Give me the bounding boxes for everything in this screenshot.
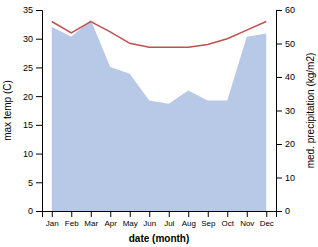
- tick-label: 0: [285, 206, 290, 216]
- tick-label: Nov: [240, 219, 254, 228]
- tick-label: Mar: [84, 219, 98, 228]
- tick-mark: [36, 125, 42, 126]
- tick-label: Dec: [260, 219, 274, 228]
- tick-mark: [36, 182, 42, 183]
- tick-label: 20: [285, 139, 295, 149]
- tick-label: Apr: [105, 219, 118, 228]
- tick: 30: [23, 34, 42, 44]
- tick: 15: [23, 120, 42, 130]
- tick-label: Jul: [164, 219, 174, 228]
- tick-label: Feb: [65, 219, 79, 228]
- tick-mark: [227, 211, 228, 217]
- tick: Jan: [46, 211, 59, 228]
- tick-label: Jan: [46, 219, 59, 228]
- tick: 35: [23, 5, 42, 15]
- tick-mark: [36, 211, 42, 212]
- tick-mark: [149, 211, 150, 217]
- tick-label: 30: [285, 106, 295, 116]
- tick-mark: [169, 211, 170, 217]
- tick-label: 20: [23, 92, 33, 102]
- axis: 0 10 20 30 40 50 60: [276, 5, 295, 216]
- tick: 30: [276, 106, 295, 116]
- axis: 0 5 10 15 20 25 30 35: [23, 5, 43, 216]
- tick-mark: [247, 211, 248, 217]
- tick-label: 15: [23, 120, 33, 130]
- tick: 0: [276, 206, 290, 216]
- tick-label: Aug: [182, 219, 196, 228]
- tick-label: 60: [285, 5, 295, 15]
- tick-label: 35: [23, 5, 33, 15]
- tick-mark: [188, 211, 189, 217]
- tick-label: Oct: [222, 219, 235, 228]
- area: [52, 20, 267, 211]
- tick-label: May: [123, 219, 138, 228]
- y-axis-title: max temp (C): [2, 80, 13, 141]
- tick-mark: [276, 77, 282, 78]
- tick-mark: [130, 211, 131, 217]
- chart: Jan Feb Mar Apr May Jun Jul Aug Sep Oct Nov Dec 0 5 10…: [0, 0, 318, 247]
- tick-mark: [208, 211, 209, 217]
- tick-mark: [276, 111, 282, 112]
- tick-mark: [36, 96, 42, 97]
- tick: 40: [276, 72, 295, 82]
- tick: 20: [276, 139, 295, 149]
- tick-mark: [71, 211, 72, 217]
- tick-label: Jun: [143, 219, 156, 228]
- axis-line: [36, 11, 43, 212]
- tick: 5: [28, 178, 42, 188]
- tick: 60: [276, 5, 295, 15]
- tick-label: 25: [23, 63, 33, 73]
- tick-mark: [36, 10, 42, 11]
- tick-mark: [36, 39, 42, 40]
- axis-line: [43, 212, 277, 218]
- tick-mark: [276, 44, 282, 45]
- tick-mark: [276, 178, 282, 179]
- tick-label: 50: [285, 39, 295, 49]
- tick-label: 10: [23, 149, 33, 159]
- tick-mark: [36, 154, 42, 155]
- axis-line: [277, 11, 283, 212]
- tick: Jul: [164, 211, 174, 228]
- tick: Sep: [201, 211, 216, 228]
- plot-area: [52, 20, 267, 211]
- tick-label: 5: [28, 178, 33, 188]
- tick: 10: [23, 149, 42, 159]
- tick-label: 40: [285, 72, 295, 82]
- tick-mark: [91, 211, 92, 217]
- tick-mark: [276, 144, 282, 145]
- line: [52, 21, 267, 47]
- tick: Apr: [105, 211, 118, 228]
- tick-mark: [110, 211, 111, 217]
- tick-label: 10: [285, 173, 295, 183]
- tick: Jun: [143, 211, 156, 228]
- tick: 0: [28, 206, 42, 216]
- tick-label: Sep: [201, 219, 216, 228]
- tick-mark: [276, 10, 282, 11]
- y2-axis-title: med. precipitation (kg/m2): [305, 53, 316, 169]
- tick: Nov: [240, 211, 254, 228]
- tick: 20: [23, 92, 42, 102]
- x-axis-title: date (month): [129, 233, 190, 244]
- tick-mark: [276, 211, 282, 212]
- tick-mark: [36, 67, 42, 68]
- tick: Dec: [260, 211, 274, 228]
- axis: Jan Feb Mar Apr May Jun Jul Aug Sep Oct Nov Dec: [43, 211, 277, 228]
- tick: Aug: [182, 211, 196, 228]
- tick-label: 30: [23, 34, 33, 44]
- tick-label: 0: [28, 206, 33, 216]
- tick-mark: [52, 211, 53, 217]
- tick: May: [123, 211, 138, 228]
- tick: Feb: [65, 211, 79, 228]
- tick: 10: [276, 173, 295, 183]
- tick: 50: [276, 39, 295, 49]
- tick: Oct: [222, 211, 235, 228]
- tick-mark: [266, 211, 267, 217]
- tick: 25: [23, 63, 42, 73]
- tick: Mar: [84, 211, 98, 228]
